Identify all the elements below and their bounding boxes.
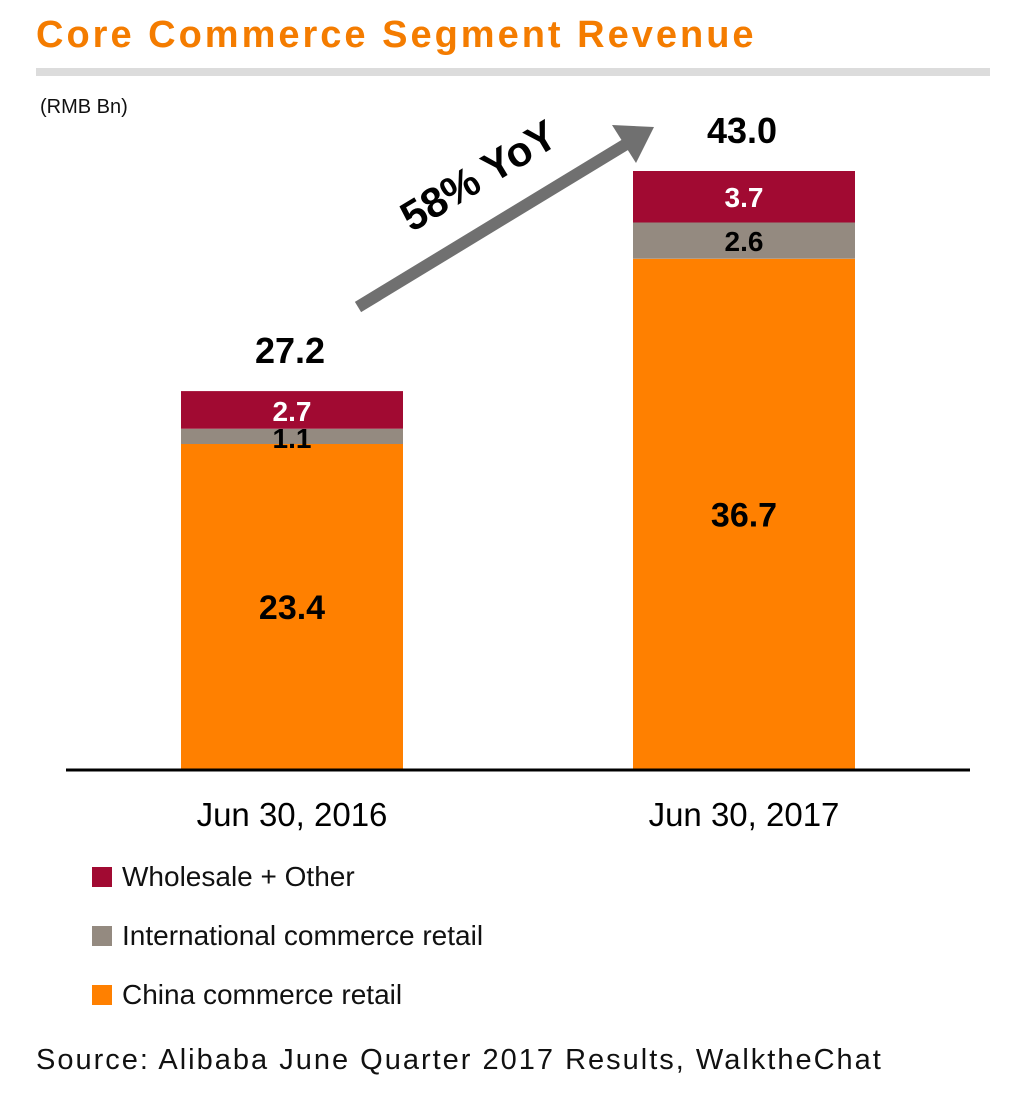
legend-label-international: International commerce retail	[122, 920, 484, 951]
unit-label: (RMB Bn)	[40, 96, 128, 118]
legend-item-china: China commerce retail	[92, 979, 483, 1010]
growth-arrow-shaft	[354, 137, 632, 313]
growth-arrow	[354, 125, 654, 313]
bar-segment-international-1	[633, 222, 855, 259]
title-divider	[36, 68, 990, 76]
legend-label-china: China commerce retail	[122, 979, 403, 1010]
x-tick-label-1: Jun 30, 2017	[649, 796, 840, 833]
stacked-bar-chart: 23.4 1.12.7 27.2 Jun 30, 2016 36.7 2.6 3.7 43.0…	[66, 110, 970, 833]
segment-value-label-international-0: 1.1	[273, 423, 312, 454]
bar-segment-international-0	[181, 428, 403, 444]
segment-value-label-china-0: 23.4	[259, 589, 325, 627]
total-value-label-0: 27.2	[255, 330, 325, 371]
legend-item-international: International commerce retail	[92, 920, 484, 951]
segment-value-label-china-1: 36.7	[711, 496, 777, 534]
yoy-growth-annotation: 58% YoY	[392, 111, 565, 241]
segment-value-label-wholesale-0: 2.7	[273, 396, 312, 427]
legend-swatch-international	[92, 926, 112, 946]
legend-swatch-wholesale	[92, 867, 112, 887]
bar-segment-china-0	[181, 444, 403, 770]
legend: Wholesale + Other International commerce…	[92, 861, 484, 1039]
bar-segment-china-1	[633, 258, 855, 770]
growth-arrow-head	[612, 125, 654, 163]
bar-segment-wholesale-0	[181, 391, 403, 429]
x-tick-label-0: Jun 30, 2016	[197, 796, 388, 833]
bar-segment-wholesale-1	[633, 171, 855, 223]
legend-label-wholesale: Wholesale + Other	[122, 861, 355, 892]
total-value-label-1: 43.0	[707, 110, 777, 151]
legend-swatch-china	[92, 985, 112, 1005]
source-note: Source: Alibaba June Quarter 2017 Result…	[36, 1044, 883, 1076]
segment-value-label-international-1: 2.6	[725, 226, 764, 257]
segment-value-label-wholesale-1: 3.7	[725, 182, 764, 213]
chart-title: Core Commerce Segment Revenue	[36, 14, 757, 56]
legend-item-wholesale: Wholesale + Other	[92, 861, 483, 892]
